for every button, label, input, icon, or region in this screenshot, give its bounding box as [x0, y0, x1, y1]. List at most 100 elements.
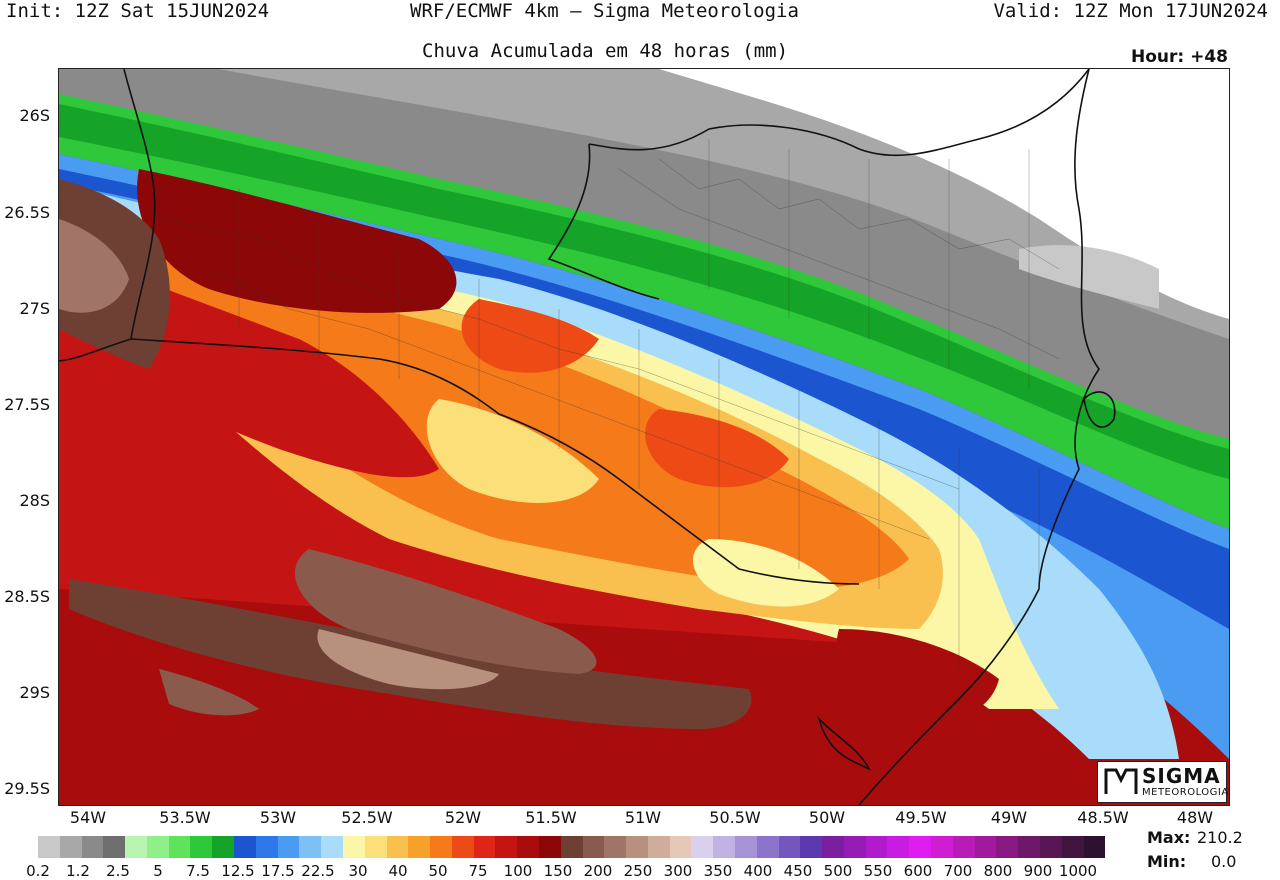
colorbar-label: 250 — [623, 862, 653, 880]
x-label: 50W — [808, 808, 846, 827]
colorbar — [38, 836, 1106, 858]
colorbar-label: 0.2 — [26, 862, 50, 880]
colorbar-swatch — [996, 836, 1019, 858]
init-time: Init: 12Z Sat 15JUN2024 — [6, 0, 270, 22]
y-label: 28.5S — [4, 587, 50, 606]
colorbar-label: 1.2 — [66, 862, 90, 880]
colorbar-swatch — [103, 836, 126, 858]
y-label: 29.5S — [4, 779, 50, 798]
colorbar-swatch — [538, 836, 561, 858]
sigma-logo: SIGMA METEOROLOGIA — [1097, 761, 1228, 803]
colorbar-label: 350 — [703, 862, 733, 880]
colorbar-swatch — [495, 836, 518, 858]
x-label: 50.5W — [709, 808, 761, 827]
colorbar-swatch — [931, 836, 953, 858]
colorbar-swatch — [756, 836, 779, 858]
min-value: 0.0 — [1211, 852, 1237, 871]
colorbar-swatch — [1018, 836, 1040, 858]
colorbar-swatch — [408, 836, 431, 858]
colorbar-label: 1000 — [1058, 862, 1098, 880]
colorbar-swatch — [735, 836, 757, 858]
colorbar-label: 12.5 — [221, 862, 255, 880]
colorbar-swatch — [974, 836, 997, 858]
precipitation-map: SIGMA METEOROLOGIA — [58, 68, 1230, 806]
colorbar-label: 17.5 — [261, 862, 295, 880]
map-subtitle: Chuva Acumulada em 48 horas (mm) — [422, 40, 789, 62]
colorbar-swatch — [125, 836, 147, 858]
y-label: 27S — [19, 299, 50, 318]
colorbar-label: 800 — [983, 862, 1013, 880]
colorbar-swatch — [822, 836, 844, 858]
x-label: 48W — [1176, 808, 1214, 827]
colorbar-swatch — [212, 836, 235, 858]
colorbar-swatch — [38, 836, 60, 858]
colorbar-swatch — [582, 836, 605, 858]
colorbar-swatch — [843, 836, 866, 858]
colorbar-swatch — [669, 836, 692, 858]
y-label: 27.5S — [4, 395, 50, 414]
x-label: 53.5W — [159, 808, 211, 827]
max-label: Max: — [1147, 828, 1191, 847]
colorbar-swatch — [1061, 836, 1084, 858]
colorbar-swatch — [865, 836, 888, 858]
colorbar-swatch — [451, 836, 474, 858]
colorbar-swatch — [59, 836, 82, 858]
colorbar-label: 300 — [663, 862, 693, 880]
colorbar-swatch — [430, 836, 452, 858]
x-label: 54W — [69, 808, 107, 827]
y-label: 26S — [19, 106, 50, 125]
max-value: 210.2 — [1197, 828, 1243, 847]
x-label: 52.5W — [341, 808, 393, 827]
colorbar-label: 30 — [348, 862, 368, 880]
x-label: 53W — [259, 808, 297, 827]
colorbar-swatch — [321, 836, 343, 858]
x-label: 49.5W — [895, 808, 947, 827]
colorbar-swatch — [909, 836, 932, 858]
x-label: 49W — [990, 808, 1028, 827]
colorbar-swatch — [146, 836, 169, 858]
colorbar-swatch — [342, 836, 365, 858]
colorbar-label: 2.5 — [106, 862, 130, 880]
colorbar-label: 150 — [543, 862, 573, 880]
forecast-hour: Hour: +48 — [1130, 47, 1228, 67]
logo-name: SIGMA — [1142, 764, 1221, 788]
colorbar-swatch — [560, 836, 583, 858]
colorbar-label: 600 — [903, 862, 933, 880]
colorbar-swatch — [473, 836, 496, 858]
y-label: 28S — [19, 491, 50, 510]
colorbar-label: 450 — [783, 862, 813, 880]
valid-time: Valid: 12Z Mon 17JUN2024 — [993, 0, 1268, 22]
min-label: Min: — [1147, 852, 1187, 871]
x-label: 51.5W — [525, 808, 577, 827]
colorbar-swatch — [234, 836, 256, 858]
x-label: 52W — [444, 808, 482, 827]
colorbar-swatch — [277, 836, 300, 858]
colorbar-label: 700 — [943, 862, 973, 880]
colorbar-label: 900 — [1023, 862, 1053, 880]
colorbar-swatch — [626, 836, 648, 858]
colorbar-label: 400 — [743, 862, 773, 880]
colorbar-swatch — [299, 836, 322, 858]
model-title: WRF/ECMWF 4km – Sigma Meteorologia — [410, 0, 799, 22]
colorbar-swatch — [952, 836, 975, 858]
colorbar-label: 7.5 — [186, 862, 210, 880]
colorbar-swatch — [364, 836, 387, 858]
x-label: 51W — [624, 808, 662, 827]
colorbar-swatch — [800, 836, 823, 858]
colorbar-swatch — [168, 836, 191, 858]
colorbar-swatch — [713, 836, 735, 858]
y-label: 26.5S — [4, 203, 50, 222]
colorbar-label: 40 — [388, 862, 408, 880]
colorbar-swatch — [691, 836, 714, 858]
colorbar-swatch — [255, 836, 278, 858]
colorbar-swatch — [1039, 836, 1062, 858]
colorbar-swatch — [647, 836, 670, 858]
colorbar-label: 200 — [583, 862, 613, 880]
colorbar-label: 22.5 — [301, 862, 335, 880]
colorbar-swatch — [81, 836, 104, 858]
colorbar-label: 5 — [153, 862, 163, 880]
colorbar-swatch — [386, 836, 409, 858]
colorbar-swatch — [604, 836, 627, 858]
colorbar-swatch — [778, 836, 801, 858]
colorbar-swatch — [1083, 836, 1106, 858]
